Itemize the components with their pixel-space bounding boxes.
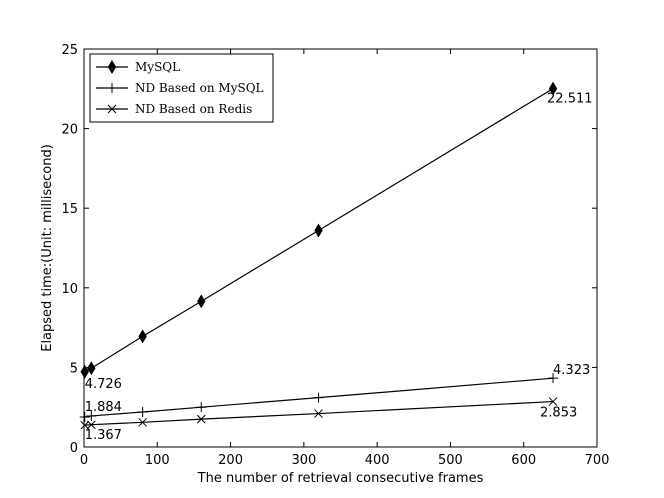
data-point	[314, 223, 323, 238]
data-label: 2.853	[540, 406, 577, 421]
data-point	[87, 361, 96, 376]
x-tick-label: 700	[585, 453, 610, 468]
x-tick-label: 300	[291, 453, 316, 468]
y-tick-label: 5	[70, 361, 78, 376]
legend-marker	[107, 104, 117, 114]
legend: MySQL ND Based on MySQL ND Based on Redis	[89, 53, 274, 123]
data-point	[80, 364, 89, 379]
data-point	[80, 420, 90, 430]
data-label: 4.323	[553, 363, 590, 378]
data-point	[196, 402, 207, 413]
legend-entry: ND Based on MySQL	[135, 81, 264, 95]
x-axis-label: The number of retrieval consecutive fram…	[197, 471, 484, 486]
series-line-3	[84, 400, 554, 426]
data-point	[137, 406, 148, 417]
y-tick-label: 20	[61, 123, 78, 138]
plot-area: 22.511 4.726 4.323 1.884 2.853 1.367	[79, 81, 593, 443]
data-label: 1.367	[85, 428, 122, 443]
data-point	[86, 420, 96, 430]
data-label: 4.726	[85, 377, 122, 392]
data-point	[548, 81, 558, 96]
plot-frame	[83, 48, 598, 448]
data-point	[548, 397, 558, 406]
data-point	[86, 410, 97, 421]
x-tick-label: 0	[80, 453, 88, 468]
data-point	[197, 294, 206, 309]
x-tick-label: 600	[511, 453, 536, 468]
data-label: 1.884	[85, 400, 122, 415]
legend-entry: ND Based on Redis	[135, 102, 252, 116]
y-tick-label: 25	[61, 43, 78, 58]
x-tick-label: 400	[365, 453, 390, 468]
y-axis-label: Elapsed time:(Unit: millisecond)	[40, 144, 55, 352]
legend-marker	[107, 83, 117, 93]
y-tick-label: 10	[61, 282, 78, 297]
legend-marker	[107, 60, 117, 74]
data-label: 22.511	[547, 92, 593, 107]
x-tick-label: 100	[145, 453, 170, 468]
data-point	[138, 417, 147, 427]
data-point	[138, 329, 147, 344]
data-point	[196, 414, 206, 424]
data-point	[548, 373, 559, 384]
x-tick-label: 500	[438, 453, 463, 468]
data-point	[314, 409, 323, 418]
y-tick-label: 0	[70, 441, 78, 456]
axes: 0 100 200 300 400 500 600 700 0 5 10 15 20 25	[61, 43, 609, 468]
y-tick-label: 15	[61, 202, 78, 217]
data-point	[79, 412, 90, 423]
data-point	[313, 392, 324, 403]
x-tick-label: 200	[218, 453, 243, 468]
legend-entry: MySQL	[135, 60, 180, 74]
